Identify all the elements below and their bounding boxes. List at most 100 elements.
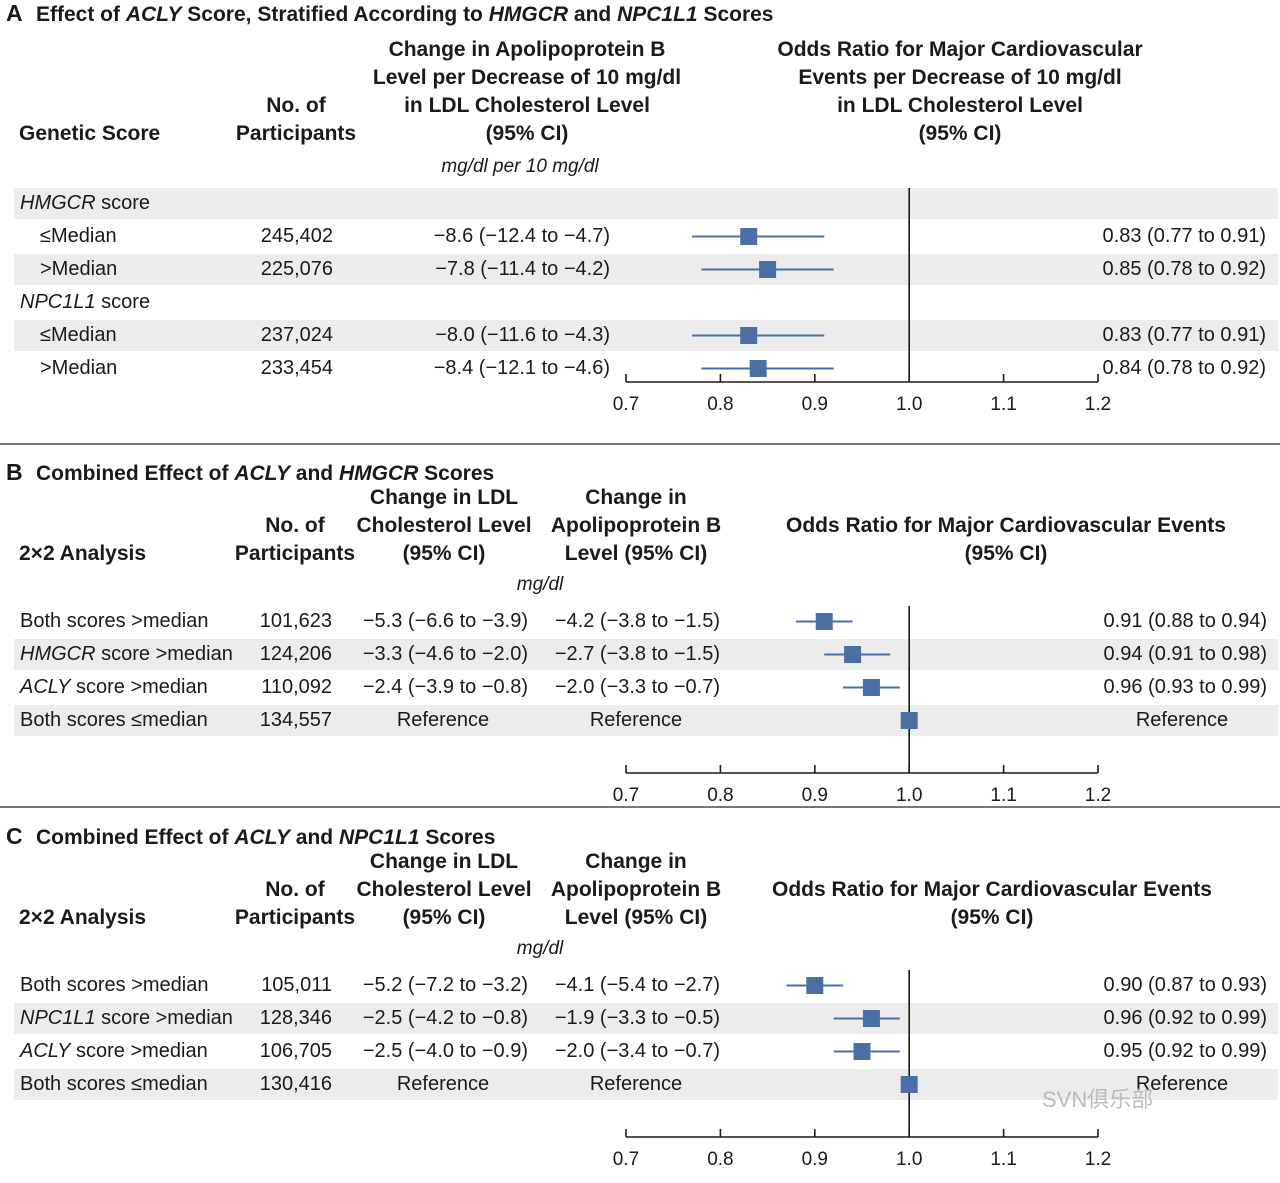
group-suffix: score: [95, 291, 151, 313]
row-apob: −8.4 (−12.1 to −4.6): [433, 357, 610, 379]
row-label-text: Both scores ≤median: [20, 1073, 208, 1095]
header-participants: No. of Participants: [234, 878, 356, 929]
row-label-text: score >median: [70, 676, 208, 698]
estimate-marker: [815, 613, 833, 630]
row-odds-ratio: 0.90 (0.87 to 0.93): [1103, 974, 1267, 996]
header-odds-ratio: Odds Ratio for Major Cardiovascular Even…: [786, 514, 1226, 565]
group-name: NPC1L1: [20, 291, 96, 313]
header-ldl: Change in LDL Cholesterol Level (95% CI): [356, 486, 532, 565]
x-tick-label: 0.7: [613, 394, 639, 415]
row-participants: 101,623: [259, 610, 332, 632]
estimate-marker: [900, 1076, 918, 1093]
row-apob: −8.0 (−11.6 to −4.3): [435, 324, 610, 346]
x-tick-label: 1.0: [896, 394, 922, 415]
row-participants: 225,076: [260, 258, 333, 280]
row-label: >Median: [40, 357, 118, 379]
estimate-marker: [740, 327, 758, 344]
header-ldl: Change in LDL Cholesterol Level (95% CI): [356, 850, 532, 929]
x-tick-label: 1.0: [896, 785, 922, 806]
row-ldl: −5.3 (−6.6 to −3.9): [362, 610, 528, 632]
forest-plot: 0.7 0.8 0.9 1.0 1.1 1.2: [613, 606, 1111, 806]
x-tick-label: 0.7: [613, 1149, 639, 1170]
title-part: Combined Effect of: [36, 826, 235, 849]
row-band: [14, 188, 1278, 219]
x-tick-label: 1.2: [1085, 785, 1111, 806]
x-tick-label: 0.8: [707, 1149, 733, 1170]
row-label-text: score >median: [95, 1007, 233, 1029]
row-apob: −4.2 (−3.8 to −1.5): [554, 610, 720, 632]
x-tick-label: 0.7: [613, 785, 639, 806]
title-part: and: [289, 462, 339, 485]
row-odds-ratio: 0.83 (0.77 to 0.91): [1102, 324, 1266, 346]
row-band: [14, 1003, 1278, 1034]
row-band: [14, 1069, 1278, 1100]
estimate-marker: [844, 646, 862, 663]
estimate-marker: [759, 261, 777, 278]
row-label: >Median: [40, 258, 118, 280]
estimate-marker: [853, 1043, 871, 1060]
header-genetic-score: Genetic Score: [19, 122, 161, 145]
title-part: ACLY: [234, 826, 290, 849]
row-label: ACLY score >median: [20, 672, 208, 703]
title-part: Scores: [419, 826, 496, 849]
x-tick-label: 1.1: [990, 785, 1016, 806]
row-label-text: Both scores >median: [20, 610, 209, 632]
row-participants: 134,557: [259, 709, 332, 731]
row-apob: −1.9 (−3.3 to −0.5): [554, 1007, 720, 1029]
row-participants: 124,206: [259, 643, 332, 665]
title-part: ACLY: [125, 3, 182, 26]
row-odds-ratio: Reference: [1135, 1073, 1229, 1095]
row-label-text: Both scores ≤median: [20, 709, 208, 731]
row-label-text: score >median: [95, 643, 233, 665]
x-tick-label: 0.9: [802, 1149, 828, 1170]
x-tick-label: 0.9: [802, 785, 828, 806]
row-band: [14, 254, 1278, 285]
title-part: HMGCR: [338, 462, 419, 485]
panel-divider: [0, 806, 1280, 808]
estimate-marker: [806, 977, 824, 994]
panel-title: B Combined Effect of ACLY and HMGCR Score…: [6, 459, 494, 486]
row-apob: −2.0 (−3.4 to −0.7): [554, 1040, 720, 1062]
x-tick-label: 1.0: [896, 1149, 922, 1170]
row-odds-ratio: 0.83 (0.77 to 0.91): [1102, 225, 1266, 247]
title-part: NPC1L1: [338, 826, 420, 849]
group-name: HMGCR: [20, 192, 96, 214]
row-label: Both scores >median: [20, 970, 208, 1001]
row-label: Both scores ≤median: [20, 1069, 208, 1100]
row-label: HMGCR score >median: [20, 639, 233, 670]
unit-label: mg/dl per 10 mg/dl: [441, 156, 599, 177]
row-odds-ratio: 0.85 (0.78 to 0.92): [1102, 258, 1266, 280]
x-tick-label: 1.1: [990, 394, 1016, 415]
panel-title: C Combined Effect of ACLY and NPC1L1 Scor…: [6, 823, 495, 850]
title-part: NPC1L1: [617, 3, 698, 26]
row-odds-ratio: Reference: [1135, 709, 1229, 731]
watermark: SVN俱乐部: [1042, 1087, 1154, 1112]
x-tick-label: 1.2: [1085, 1149, 1111, 1170]
title-part: Score, Stratified According to: [181, 3, 489, 26]
row-label-text: Both scores >median: [20, 974, 209, 996]
row-band: [14, 705, 1278, 736]
title-part: HMGCR: [488, 3, 569, 26]
title-part: and: [568, 3, 618, 26]
forest-plot: 0.7 0.8 0.9 1.0 1.1 1.2: [613, 970, 1111, 1170]
row-label-gene: ACLY: [20, 676, 71, 698]
estimate-marker: [862, 1010, 880, 1027]
x-tick-label: 0.8: [707, 394, 733, 415]
row-label-text: score >median: [70, 1040, 208, 1062]
group-label: HMGCR score: [20, 188, 150, 219]
row-participants: 105,011: [261, 974, 332, 996]
row-label: ≤Median: [40, 225, 117, 247]
row-participants: 237,024: [260, 324, 333, 346]
row-participants: 128,346: [259, 1007, 332, 1029]
row-apob: −2.0 (−3.3 to −0.7): [554, 676, 720, 698]
estimate-marker: [749, 360, 767, 377]
row-label-gene: NPC1L1: [20, 1007, 96, 1029]
unit-label: mg/dl: [516, 574, 564, 595]
row-odds-ratio: 0.84 (0.78 to 0.92): [1102, 357, 1266, 379]
header-participants: No. of Participants: [235, 94, 357, 145]
row-participants: 245,402: [260, 225, 333, 247]
panel-c: C Combined Effect of ACLY and NPC1L1 Scor…: [0, 823, 1280, 1183]
panel-letter: A: [6, 0, 23, 26]
row-apob: −2.7 (−3.8 to −1.5): [554, 643, 720, 665]
row-ldl: −5.2 (−7.2 to −3.2): [362, 974, 528, 996]
